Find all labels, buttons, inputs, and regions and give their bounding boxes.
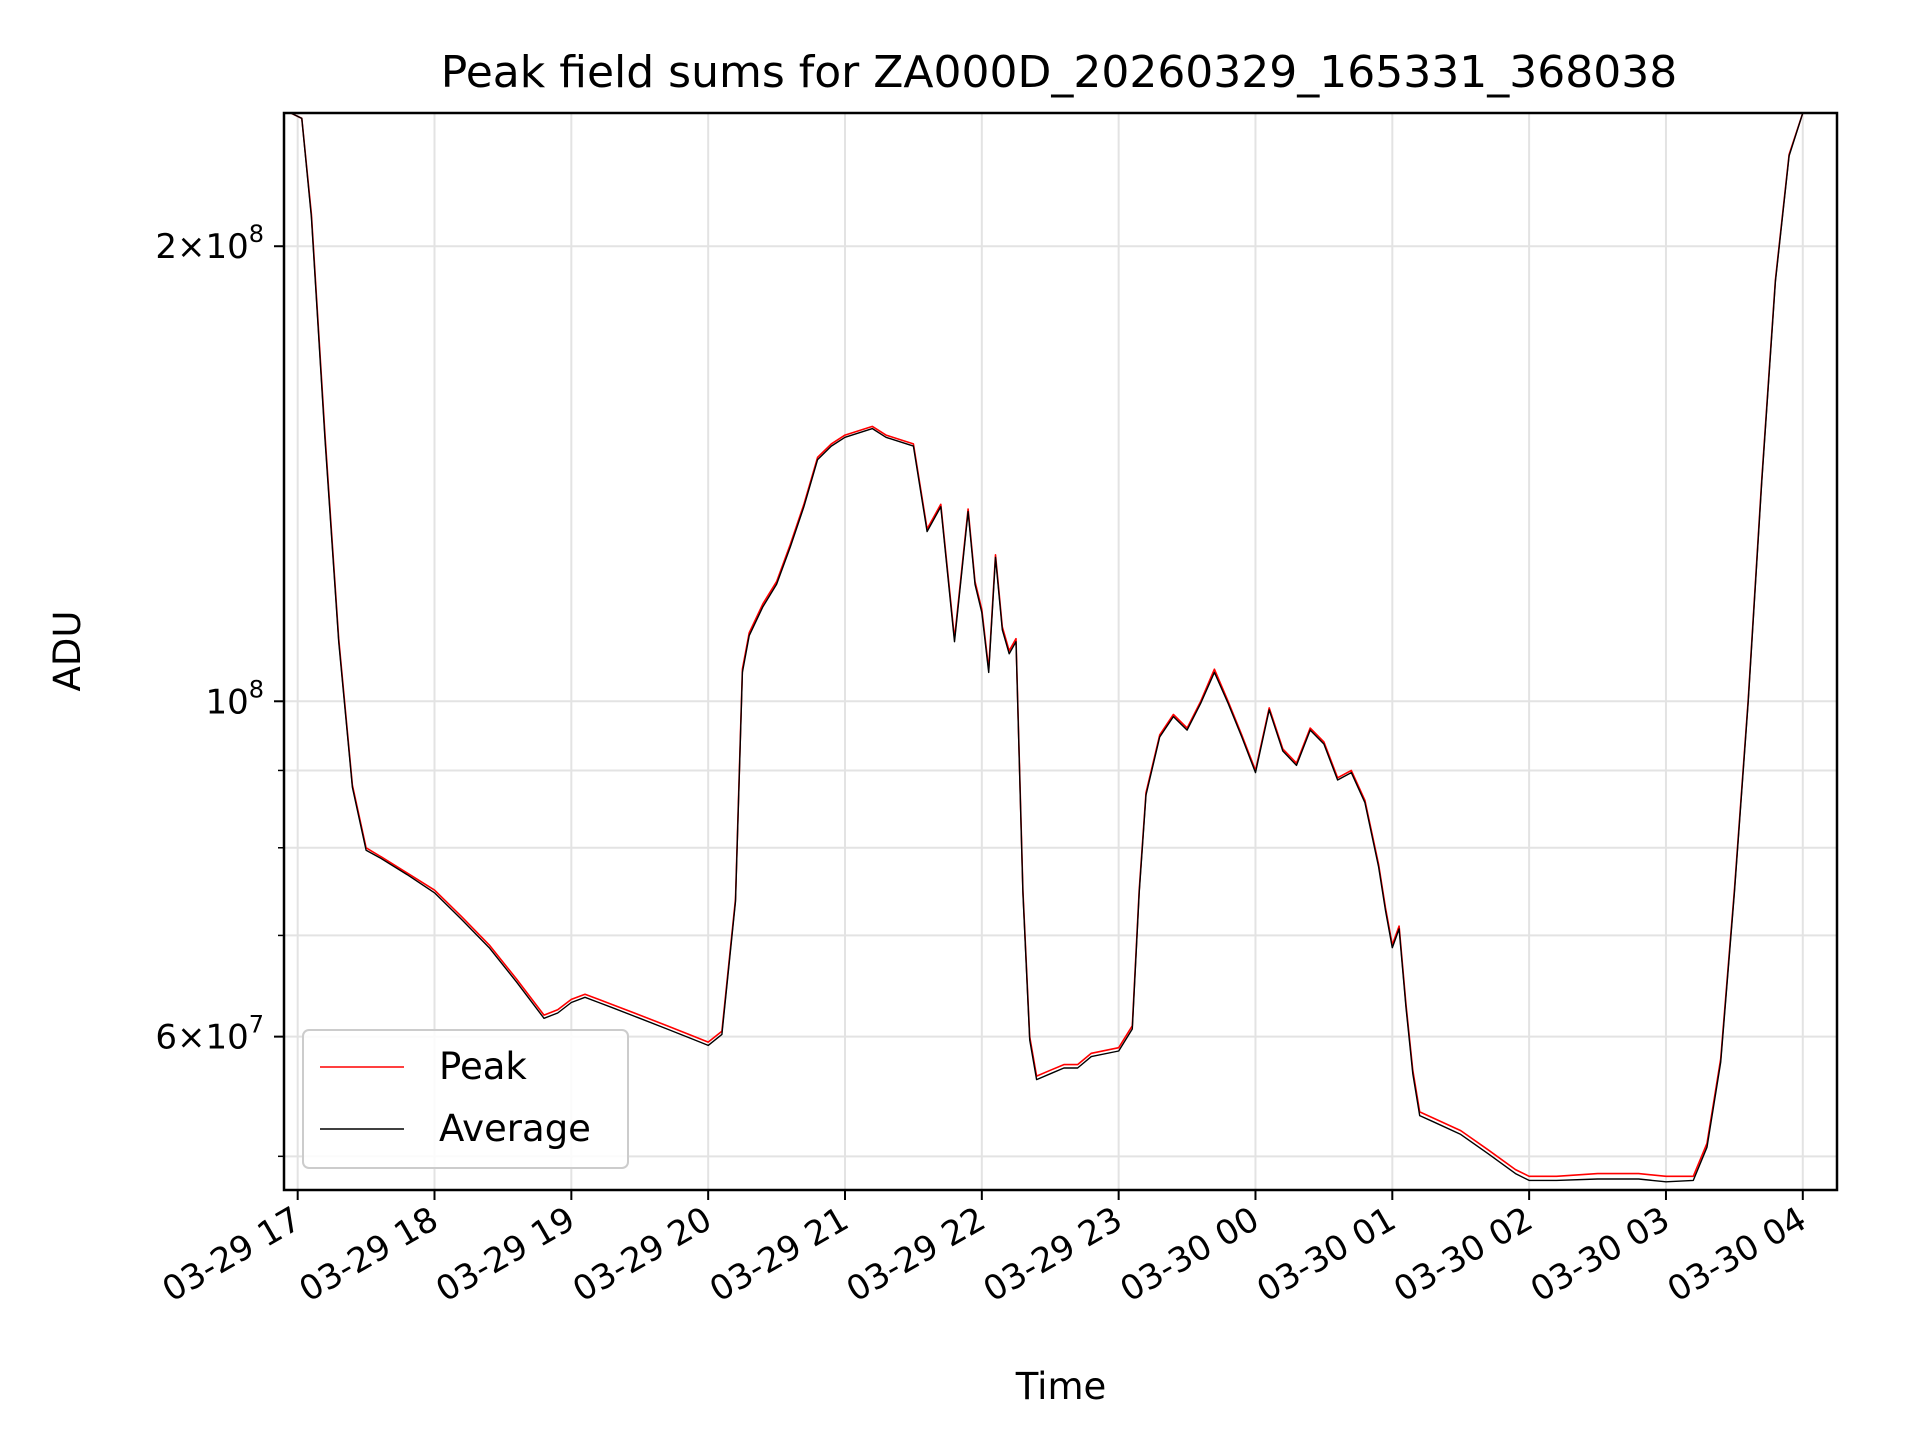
series-layer <box>290 113 1810 1183</box>
y-tick-label: 108 <box>205 675 264 722</box>
y-tick-label: 6×107 <box>155 1011 264 1058</box>
x-axis-label: Time <box>1015 1365 1107 1408</box>
legend-average-label: Average <box>439 1107 591 1150</box>
legend: Peak Average <box>302 1029 629 1169</box>
grid-layer <box>284 113 1837 1190</box>
y-tick-label: 2×108 <box>155 220 264 267</box>
plot-frame <box>282 111 1839 1192</box>
legend-peak-label: Peak <box>439 1045 527 1088</box>
series-line-average <box>290 113 1810 1183</box>
y-axis-ticks: 2×108 108 6×107 <box>155 220 284 1158</box>
chart-title: Peak field sums for ZA000D_20260329_1653… <box>441 47 1677 98</box>
y-axis-label: ADU <box>46 611 89 692</box>
legend-box <box>302 1029 629 1169</box>
